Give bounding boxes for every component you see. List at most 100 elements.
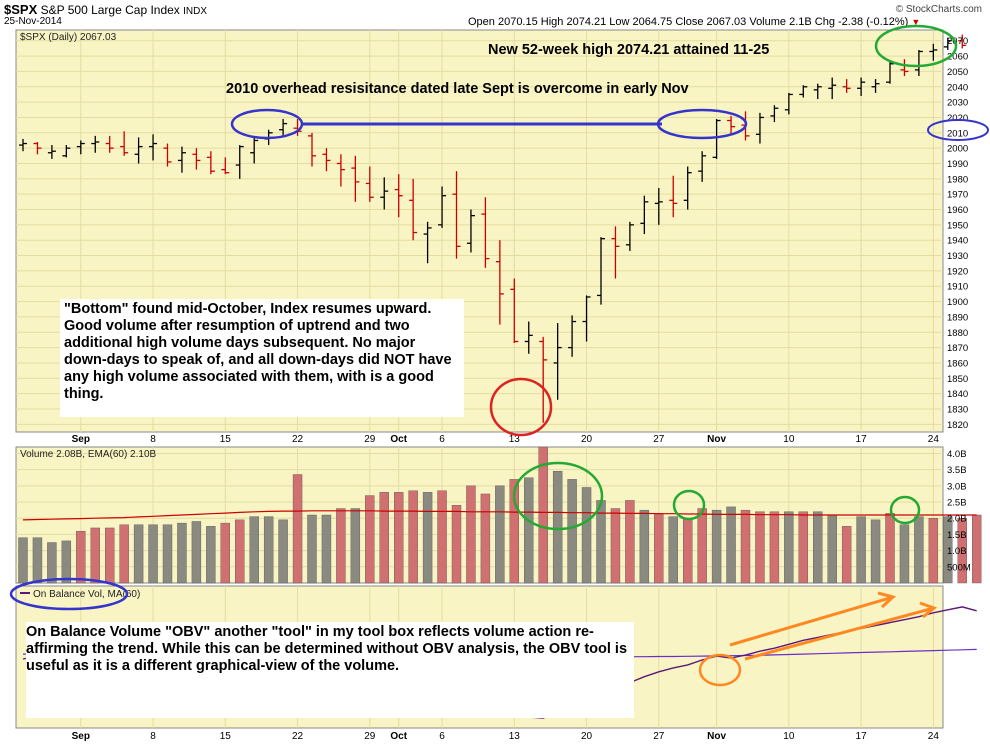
- x-tick-label: Oct: [390, 731, 407, 742]
- price-bar: [553, 323, 562, 400]
- volume-bar: [350, 508, 361, 584]
- price-bar: [409, 178, 418, 241]
- volume-bar: [856, 516, 866, 584]
- price-bar: [568, 315, 577, 357]
- volume-tick-label: 2.5B: [947, 498, 967, 509]
- x-tick-label: 22: [292, 731, 304, 742]
- price-bar: [62, 145, 71, 158]
- price-tick-label: 1920: [947, 266, 968, 277]
- x-tick-label: 8: [150, 434, 156, 445]
- price-bar: [206, 151, 215, 175]
- volume-bar: [581, 487, 592, 584]
- price-tick-label: 2040: [947, 82, 968, 93]
- price-bar: [914, 49, 923, 77]
- x-tick-label: 17: [856, 434, 868, 445]
- price-tick-label: 1830: [947, 404, 968, 415]
- chart-date: 25-Nov-2014: [4, 16, 62, 27]
- volume-bar: [177, 522, 187, 584]
- volume-bar: [654, 513, 664, 584]
- price-bar: [683, 166, 692, 210]
- volume-tick-label: 500M: [947, 562, 971, 573]
- x-tick-label: 27: [653, 434, 665, 445]
- volume-bar: [798, 511, 808, 584]
- exchange: INDX: [183, 6, 208, 17]
- price-bar: [495, 240, 504, 325]
- price-tick-label: 1840: [947, 389, 968, 400]
- price-bar: [322, 148, 331, 172]
- price-bar: [640, 195, 649, 235]
- x-tick-label: 15: [220, 731, 232, 742]
- price-bar: [582, 295, 591, 342]
- volume-bar: [235, 519, 245, 584]
- price-bar: [76, 140, 85, 155]
- blue-ellipse-nov: [656, 108, 748, 140]
- price-bar: [770, 105, 779, 123]
- x-tick-label: Nov: [707, 434, 726, 445]
- price-bar: [134, 137, 143, 164]
- annotation-bottom: "Bottom" found mid-October, Index resume…: [60, 299, 464, 417]
- price-tick-label: 1820: [947, 420, 968, 431]
- index-name: S&P 500 Large Cap Index: [40, 3, 180, 17]
- price-tick-label: 1970: [947, 190, 968, 201]
- price-bar: [105, 135, 114, 153]
- x-tick-label: 27: [653, 731, 665, 742]
- volume-bar: [408, 490, 418, 584]
- volume-bar: [928, 518, 939, 584]
- x-tick-label: 13: [509, 434, 521, 445]
- price-bar: [452, 171, 461, 259]
- price-bar: [351, 155, 360, 202]
- volume-bar: [957, 518, 967, 584]
- volume-bar: [610, 508, 621, 584]
- price-bar: [712, 118, 721, 159]
- ema-line: [22, 510, 977, 521]
- annotation-obv: On Balance Volume "OBV" another "tool" i…: [26, 622, 634, 718]
- volume-bar: [639, 509, 650, 584]
- price-tick-label: 1910: [947, 282, 968, 293]
- price-bar: [539, 336, 548, 423]
- price-bar: [120, 131, 129, 156]
- volume-bar: [263, 516, 274, 584]
- volume-bar: [119, 524, 129, 584]
- price-tick-label: 1990: [947, 159, 968, 170]
- price-bar: [235, 145, 244, 179]
- symbol: $SPX: [4, 2, 38, 17]
- volume-bar: [683, 518, 693, 584]
- x-tick-label: 29: [364, 731, 376, 742]
- volume-bar: [841, 526, 852, 584]
- quote-values: Open 2070.15 High 2074.21 Low 2064.75 Cl…: [468, 16, 909, 28]
- volume-tick-label: 2.0B: [947, 514, 967, 525]
- volume-tick-label: 3.0B: [947, 481, 967, 492]
- orange-arrow-lower: [744, 601, 938, 661]
- volume-bar: [365, 495, 375, 584]
- price-bar: [481, 197, 490, 268]
- volume-bar: [885, 513, 895, 584]
- volume-bar: [813, 511, 823, 584]
- x-tick-label: 6: [439, 731, 445, 742]
- x-tick-label: Sep: [72, 731, 90, 742]
- price-bar: [91, 135, 100, 153]
- price-bar: [19, 138, 27, 152]
- price-bar: [597, 237, 605, 305]
- price-bar: [654, 188, 663, 225]
- x-tick-label: 10: [783, 434, 795, 445]
- volume-bar: [755, 511, 765, 584]
- price-tick-label: 2000: [947, 144, 968, 155]
- price-bar: [510, 278, 519, 344]
- price-bar: [394, 174, 403, 218]
- x-tick-label: Sep: [72, 434, 90, 445]
- price-bar: [669, 175, 678, 218]
- volume-bar: [292, 474, 303, 584]
- price-tick-label: 1950: [947, 220, 968, 231]
- volume-bar: [249, 516, 259, 584]
- volume-bar: [90, 527, 100, 584]
- volume-bar: [466, 485, 476, 584]
- volume-bar: [827, 514, 837, 584]
- price-tick-label: 2070: [947, 36, 968, 47]
- price-bar: [857, 77, 866, 96]
- x-tick-label: 20: [581, 731, 593, 742]
- orange-ellipse-obv: [698, 653, 742, 687]
- chart-title: $SPX S&P 500 Large Cap Index INDX: [4, 2, 207, 17]
- x-tick-label: 22: [292, 434, 304, 445]
- volume-bar: [307, 514, 317, 584]
- volume-bar: [524, 477, 534, 584]
